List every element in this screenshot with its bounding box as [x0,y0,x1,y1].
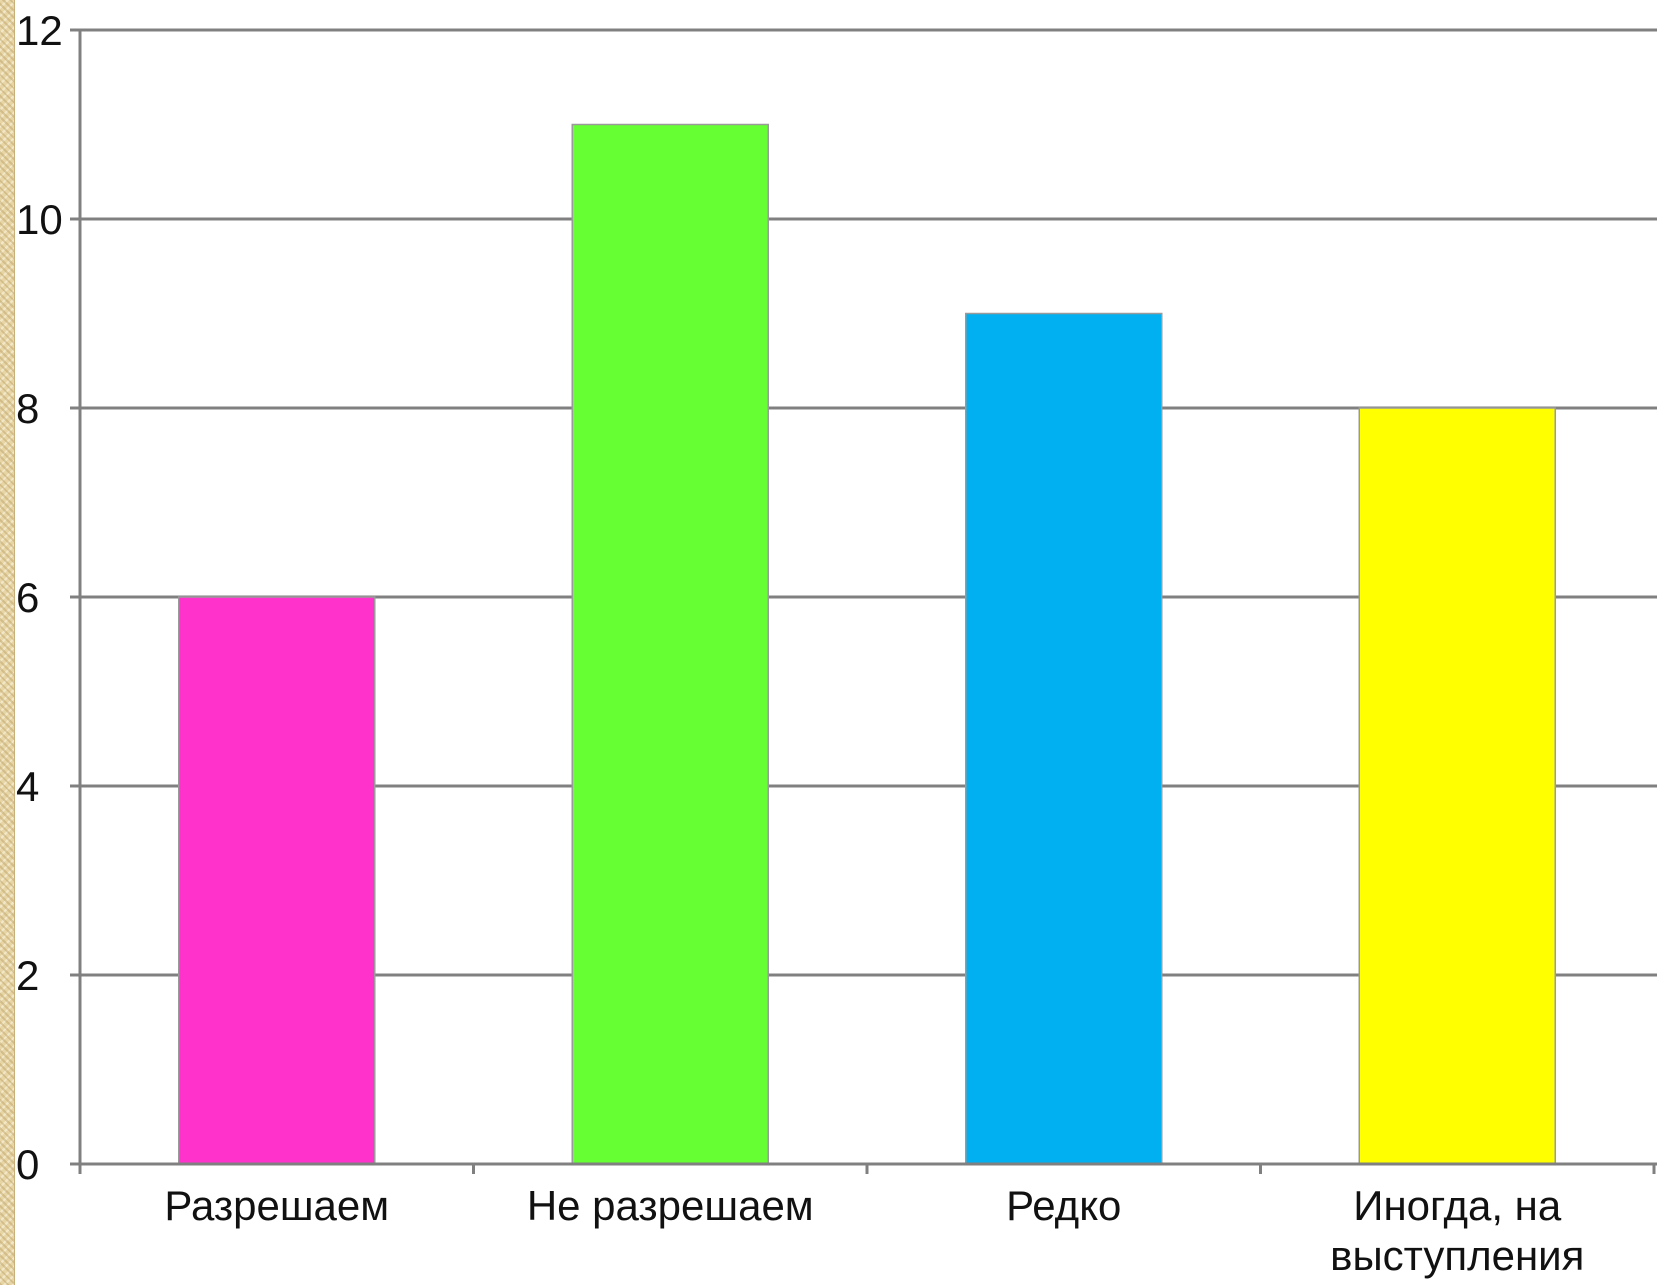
y-tick-label: 8 [16,385,39,432]
y-tick-label: 4 [16,763,39,810]
bar [571,123,769,1165]
x-tick-label: Разрешаем [164,1182,389,1229]
y-tick-label: 6 [16,574,39,621]
y-tick-label: 2 [16,952,39,999]
x-tick-label: Не разрешаем [527,1182,814,1229]
x-axis-ticks: Разрешаем Не разрешаем Редко Иногда, на выст… [78,1164,1656,1279]
x-tick-label-line: Не разрешаем [527,1182,814,1229]
x-tick-label-line: Редко [1006,1182,1121,1229]
bar [178,596,376,1165]
x-tick-label-line: Разрешаем [164,1182,389,1229]
x-tick-label: Иногда, на выступления [1330,1182,1584,1279]
x-tick-label-line: выступления [1330,1232,1584,1279]
bar [965,312,1163,1165]
y-tick-label: 10 [16,196,63,243]
bars [178,123,1556,1165]
y-tick-label: 12 [16,7,63,54]
bar [1358,407,1556,1165]
y-axis-ticks: 0 2 4 6 8 10 12 [16,7,80,1188]
decorative-border [0,0,15,1285]
y-tick-label: 0 [16,1141,39,1188]
x-tick-label: Редко [1006,1182,1121,1229]
x-tick-label-line: Иногда, на [1353,1182,1562,1229]
